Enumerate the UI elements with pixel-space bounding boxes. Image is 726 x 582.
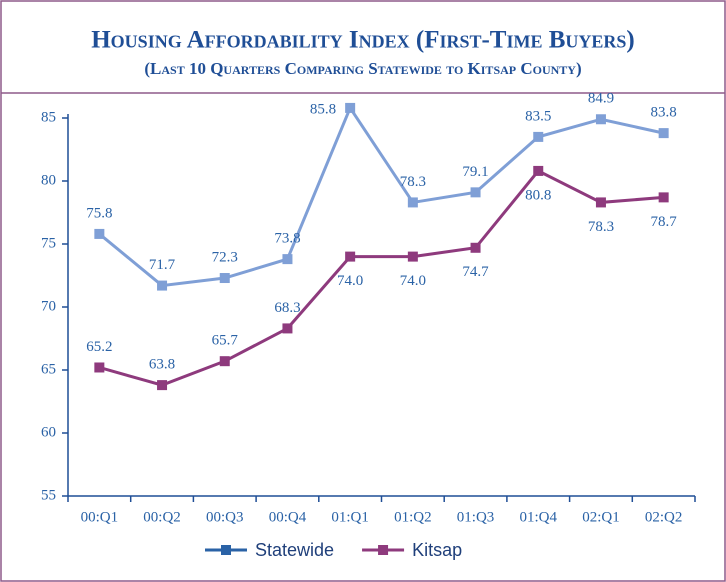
x-tick-label: 01:Q4 (520, 509, 558, 525)
series-line (98, 104, 664, 288)
x-tick-label: 00:Q3 (206, 509, 244, 525)
data-label: 72.3 (212, 249, 238, 265)
x-tick-label: 01:Q3 (457, 509, 495, 525)
chart-title: Housing Affordability Index (First-Time … (91, 27, 635, 54)
y-tick-label: 60 (41, 424, 56, 440)
legend-label: Statewide (255, 540, 334, 560)
data-label: 78.7 (651, 214, 678, 230)
y-tick-label: 75 (41, 235, 56, 251)
data-label: 80.8 (525, 187, 551, 203)
y-tick-label: 70 (41, 298, 56, 314)
data-label: 71.7 (149, 257, 176, 273)
data-label: 75.8 (86, 205, 112, 221)
data-label: 83.8 (651, 105, 677, 121)
data-label: 78.3 (400, 174, 426, 190)
point-marker (658, 128, 669, 139)
point-marker (282, 254, 293, 265)
data-label: 74.0 (400, 273, 426, 289)
point-marker (157, 380, 168, 391)
data-label: 65.7 (212, 333, 239, 349)
x-tick-label: 01:Q2 (394, 509, 432, 525)
legend-label: Kitsap (412, 540, 462, 560)
point-marker (595, 197, 606, 208)
x-tick-label: 02:Q2 (645, 509, 683, 525)
data-label: 84.9 (588, 91, 614, 107)
point-marker (94, 228, 105, 239)
data-label: 63.8 (149, 357, 175, 373)
data-label: 65.2 (86, 339, 112, 355)
chart-subtitle: (Last 10 Quarters Comparing Statewide to… (144, 59, 581, 78)
y-tick-label: 55 (41, 487, 56, 503)
point-marker (470, 187, 481, 198)
point-marker (407, 251, 418, 262)
point-marker (219, 273, 230, 284)
y-tick-label: 80 (41, 172, 56, 188)
point-marker (533, 165, 544, 176)
point-marker (470, 242, 481, 253)
x-tick-label: 00:Q2 (143, 509, 181, 525)
legend-marker (378, 545, 389, 555)
data-label: 68.3 (274, 300, 300, 316)
point-marker (533, 131, 544, 142)
point-marker (595, 114, 606, 125)
y-tick-label: 65 (41, 361, 56, 377)
y-tick-label: 85 (41, 109, 56, 125)
x-tick-label: 00:Q1 (81, 509, 119, 525)
point-marker (282, 323, 293, 334)
point-marker (407, 197, 418, 208)
x-tick-label: 01:Q1 (331, 509, 369, 525)
data-label: 74.0 (337, 273, 363, 289)
data-label: 74.7 (462, 264, 489, 280)
point-marker (345, 251, 356, 262)
data-label: 85.8 (310, 101, 336, 117)
data-label: 83.5 (525, 108, 551, 124)
point-marker (157, 280, 168, 291)
point-marker (219, 356, 230, 367)
x-tick-label: 02:Q1 (582, 509, 620, 525)
point-marker (658, 192, 669, 203)
point-marker (94, 362, 105, 373)
data-label: 78.3 (588, 219, 614, 235)
legend-marker (221, 545, 231, 555)
data-label: 73.8 (274, 231, 300, 247)
point-marker (345, 102, 356, 113)
x-tick-label: 00:Q4 (269, 509, 307, 525)
data-label: 79.1 (462, 164, 488, 180)
series-line (98, 169, 664, 387)
